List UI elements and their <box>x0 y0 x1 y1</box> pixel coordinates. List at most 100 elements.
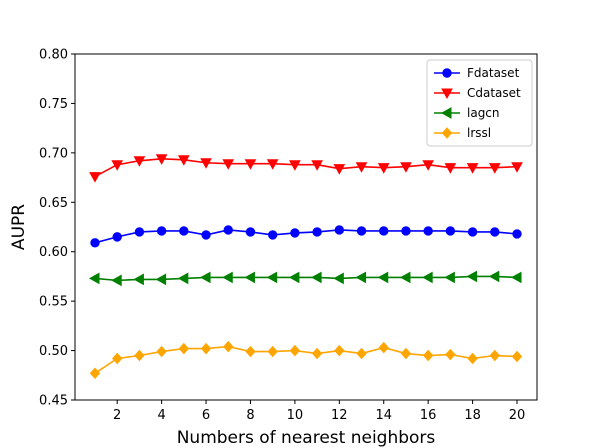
data-point <box>178 342 190 355</box>
legend-item: Cdataset <box>434 86 521 100</box>
data-point <box>177 155 190 166</box>
data-point <box>422 160 435 171</box>
data-point <box>311 271 322 284</box>
legend-marker <box>442 68 452 78</box>
data-point <box>312 227 322 237</box>
y-tick-label: 0.75 <box>39 97 68 112</box>
data-point <box>201 230 211 240</box>
data-point <box>511 162 523 173</box>
data-point <box>244 159 257 170</box>
data-point <box>488 163 501 174</box>
legend-label: Fdataset <box>467 66 520 80</box>
data-point <box>488 270 500 283</box>
data-point <box>379 226 389 236</box>
data-point <box>156 345 167 358</box>
data-point <box>445 226 456 236</box>
x-tick-label: 14 <box>375 408 392 423</box>
y-tick-label: 0.45 <box>39 394 68 409</box>
x-tick-label: 8 <box>246 408 254 423</box>
series-fdataset <box>90 225 522 248</box>
y-axis-label: AUPR <box>9 204 29 250</box>
legend-marker <box>440 107 452 119</box>
data-point <box>111 274 122 287</box>
data-point <box>333 164 346 175</box>
legend-item: Fdataset <box>434 66 520 80</box>
legend-label: lrssl <box>467 126 491 140</box>
y-tick-label: 0.55 <box>39 295 68 310</box>
data-point <box>334 344 345 357</box>
data-point <box>466 270 478 283</box>
y-tick-label: 0.80 <box>39 48 68 63</box>
data-point <box>266 271 278 284</box>
data-point <box>134 349 145 362</box>
y-tick-label: 0.70 <box>39 146 68 161</box>
plot-frame <box>74 53 538 401</box>
data-point <box>90 238 100 248</box>
data-point <box>444 163 457 174</box>
data-point <box>245 227 256 237</box>
data-point <box>266 159 279 170</box>
series-line <box>94 157 518 178</box>
data-point <box>223 340 234 353</box>
data-point <box>355 162 368 173</box>
data-point <box>511 350 523 363</box>
data-point <box>399 271 411 284</box>
data-point <box>377 163 390 174</box>
x-tick-label: 2 <box>113 408 121 423</box>
legend-item: lagcn <box>434 106 500 120</box>
legend: Fdataset Cdataset lagcn lrssl <box>426 59 533 147</box>
legend-marker <box>441 88 453 100</box>
data-point <box>400 162 412 173</box>
data-point <box>288 271 300 284</box>
data-point <box>133 156 146 167</box>
data-point <box>423 226 433 236</box>
y-tick-label: 0.60 <box>39 245 68 260</box>
series-lagcn <box>88 270 522 287</box>
data-point <box>267 345 278 358</box>
data-point <box>334 225 345 235</box>
data-point <box>155 154 168 165</box>
data-point <box>200 342 212 355</box>
data-point <box>89 172 101 183</box>
data-point <box>356 347 367 360</box>
data-point <box>467 227 478 237</box>
data-point <box>156 226 167 236</box>
x-tick-label: 4 <box>157 408 165 423</box>
x-tick-label: 18 <box>464 408 481 423</box>
data-point <box>444 271 455 284</box>
data-point <box>333 272 344 285</box>
y-tick-label: 0.50 <box>39 344 68 359</box>
legend-label: Cdataset <box>467 86 521 100</box>
x-tick-label: 16 <box>420 408 437 423</box>
data-point <box>378 341 389 354</box>
data-point <box>489 349 500 362</box>
data-point <box>311 160 323 171</box>
data-point <box>422 271 433 284</box>
data-point <box>355 271 367 284</box>
legend-label: lagcn <box>467 106 500 120</box>
data-point <box>200 158 212 169</box>
data-point <box>512 229 522 239</box>
data-point <box>467 352 478 365</box>
data-point <box>445 348 456 361</box>
data-point <box>401 226 411 236</box>
x-tick-label: 12 <box>331 408 348 423</box>
data-point <box>422 349 434 362</box>
data-point <box>400 347 412 360</box>
x-tick-label: 20 <box>509 408 526 423</box>
data-point <box>155 273 167 286</box>
data-point <box>222 159 235 170</box>
data-point <box>88 272 100 285</box>
x-axis-label: Numbers of nearest neighbors <box>177 428 436 448</box>
data-point <box>89 367 101 380</box>
data-point <box>112 232 122 242</box>
data-point <box>267 230 278 240</box>
data-point <box>289 344 301 357</box>
data-point <box>289 160 301 171</box>
data-point <box>510 271 522 284</box>
data-point <box>377 271 389 284</box>
data-point <box>245 345 256 358</box>
data-point <box>466 163 479 174</box>
data-point <box>223 225 233 235</box>
